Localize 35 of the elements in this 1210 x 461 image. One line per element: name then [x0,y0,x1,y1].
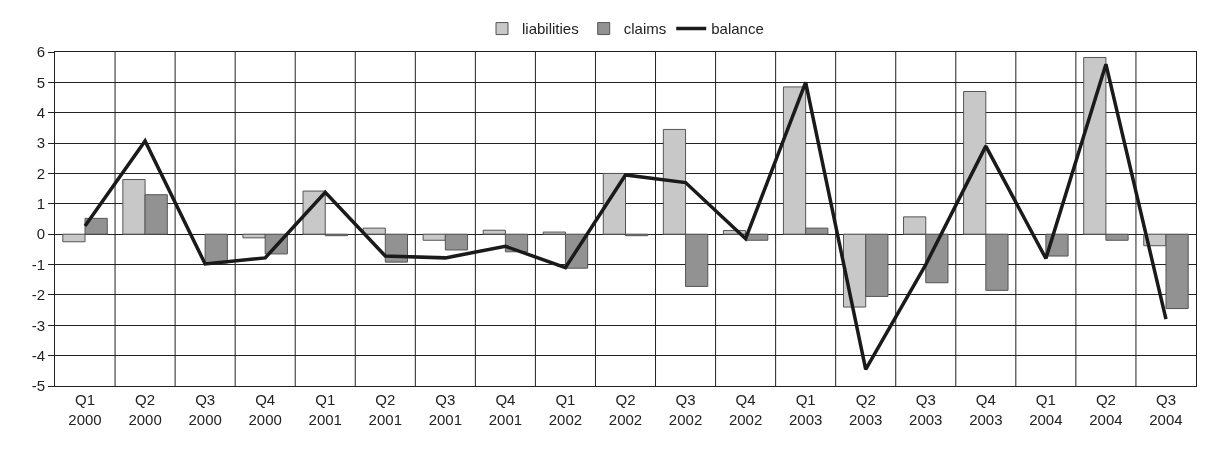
y-tick-label: -2 [31,286,45,304]
x-tick-label: Q1 2002 [548,391,583,428]
x-tick-label: Q3 2001 [428,391,463,428]
x-tick-label: Q3 2002 [668,391,703,428]
y-tick-label: 4 [36,103,45,121]
y-tick-label: -5 [31,377,45,395]
x-tick-label: Q3 2003 [909,391,943,428]
x-tick-label: Q1 2001 [308,391,342,428]
x-tick-label: Q2 2004 [1089,391,1123,428]
y-tick-label: 5 [36,73,45,91]
x-tick-label: Q1 2003 [788,391,823,428]
x-tick-label: Q1 2004 [1029,391,1063,428]
legend-label: balance [711,20,764,38]
y-tick-label: 1 [36,195,45,213]
x-tick-label: Q3 2004 [1149,391,1183,428]
y-tick-label: 3 [36,134,45,152]
x-tick-label: Q3 2000 [188,391,222,428]
y-tick-label: 0 [36,225,45,243]
bar [204,233,228,264]
y-tick-label: -4 [31,346,45,364]
x-tick-label: Q2 2000 [128,391,162,428]
legend-label: claims [623,20,667,38]
x-tick-label: Q2 2001 [368,391,402,428]
y-tick-label: 6 [36,43,45,61]
x-tick-label: Q2 2003 [849,391,883,428]
y-tick-label: 2 [36,164,45,182]
x-tick-label: Q4 2003 [969,391,1003,428]
x-tick-label: Q4 2001 [488,391,523,428]
y-tick-label: -1 [31,255,45,273]
x-tick-label: Q4 2000 [248,391,282,428]
x-tick-label: Q2 2002 [608,391,643,428]
x-tick-label: Q1 2000 [68,391,102,428]
x-tick-label: Q4 2002 [728,391,763,428]
legend-label: liabilities [522,20,579,38]
y-tick-label: -3 [31,316,45,334]
